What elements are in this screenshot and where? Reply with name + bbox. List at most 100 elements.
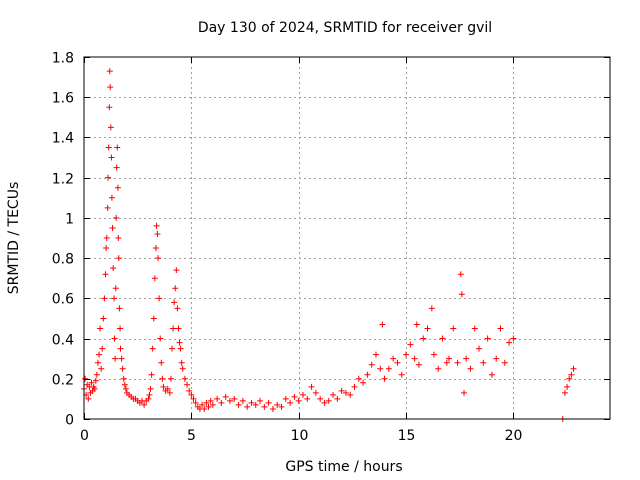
data-point	[299, 391, 306, 398]
data-point	[105, 174, 112, 181]
data-point	[394, 359, 401, 366]
data-point	[430, 351, 437, 358]
data-point	[407, 341, 414, 348]
data-point	[153, 222, 160, 229]
data-point	[145, 395, 152, 402]
x-tick-label: 10	[291, 428, 309, 444]
y-tick-label: 1	[65, 212, 74, 228]
data-point	[108, 194, 115, 201]
data-point	[114, 184, 121, 191]
data-point	[97, 325, 104, 332]
data-point	[480, 359, 487, 366]
data-point	[96, 351, 103, 358]
data-point	[94, 359, 101, 366]
data-point	[439, 335, 446, 342]
data-point	[304, 395, 311, 402]
data-point	[454, 359, 461, 366]
data-point	[274, 401, 281, 408]
plot-frame	[83, 56, 611, 420]
data-point	[493, 355, 500, 362]
data-point	[566, 375, 573, 382]
data-point	[334, 395, 341, 402]
data-point	[186, 387, 193, 394]
data-point	[235, 401, 242, 408]
data-point	[155, 255, 162, 262]
data-point	[175, 325, 182, 332]
data-point	[458, 291, 465, 298]
y-tick-label: 0.8	[52, 252, 74, 268]
data-point	[157, 335, 164, 342]
data-point	[85, 395, 92, 402]
data-point	[497, 325, 504, 332]
data-point	[170, 325, 177, 332]
data-point	[443, 359, 450, 366]
data-point	[325, 397, 332, 404]
data-point	[248, 399, 255, 406]
data-point	[364, 371, 371, 378]
data-point	[420, 335, 427, 342]
data-point	[218, 399, 225, 406]
data-point	[398, 371, 405, 378]
data-point	[112, 285, 119, 292]
data-point	[351, 383, 358, 390]
data-point	[321, 399, 328, 406]
data-point	[424, 325, 431, 332]
data-point	[564, 383, 571, 390]
data-point	[121, 381, 128, 388]
data-point	[347, 391, 354, 398]
data-point	[112, 355, 119, 362]
data-point	[151, 275, 158, 282]
data-point	[106, 104, 113, 111]
data-point	[158, 359, 165, 366]
data-point	[111, 335, 118, 342]
data-point	[239, 397, 246, 404]
data-point	[510, 335, 517, 342]
y-tick-label: 1.6	[52, 91, 74, 107]
data-point	[203, 399, 210, 406]
x-tick-label: 5	[187, 428, 196, 444]
data-point	[181, 375, 188, 382]
y-tick-label: 1.4	[52, 131, 74, 147]
data-point	[435, 365, 442, 372]
data-point	[381, 375, 388, 382]
data-point	[118, 355, 125, 362]
data-point	[385, 365, 392, 372]
data-point	[377, 365, 384, 372]
data-point	[287, 399, 294, 406]
x-tick-label: 15	[398, 428, 416, 444]
data-point	[257, 397, 264, 404]
data-point	[278, 403, 285, 410]
data-point	[171, 299, 178, 306]
data-point	[177, 345, 184, 352]
x-tick-label: 20	[505, 428, 523, 444]
x-tick-label: 0	[80, 428, 89, 444]
data-point	[146, 391, 153, 398]
data-point	[261, 403, 268, 410]
data-point	[192, 399, 199, 406]
data-point	[561, 389, 568, 396]
data-point	[105, 144, 112, 151]
data-point	[463, 355, 470, 362]
data-point	[231, 395, 238, 402]
data-point	[173, 267, 180, 274]
data-point	[103, 235, 110, 241]
data-point	[265, 399, 272, 406]
data-point	[338, 387, 345, 394]
data-point	[99, 345, 106, 352]
data-point	[169, 345, 176, 352]
data-point	[120, 375, 127, 382]
data-point	[308, 383, 315, 390]
data-point	[269, 405, 276, 412]
y-tick-label: 0.4	[52, 333, 74, 349]
data-point	[113, 164, 120, 171]
data-point	[199, 401, 206, 408]
data-point	[282, 395, 289, 402]
data-point	[115, 235, 122, 241]
data-point	[403, 351, 410, 358]
data-point	[226, 397, 233, 404]
data-point	[445, 355, 452, 362]
data-point	[110, 265, 117, 272]
data-point	[167, 375, 174, 382]
data-point	[312, 389, 319, 396]
